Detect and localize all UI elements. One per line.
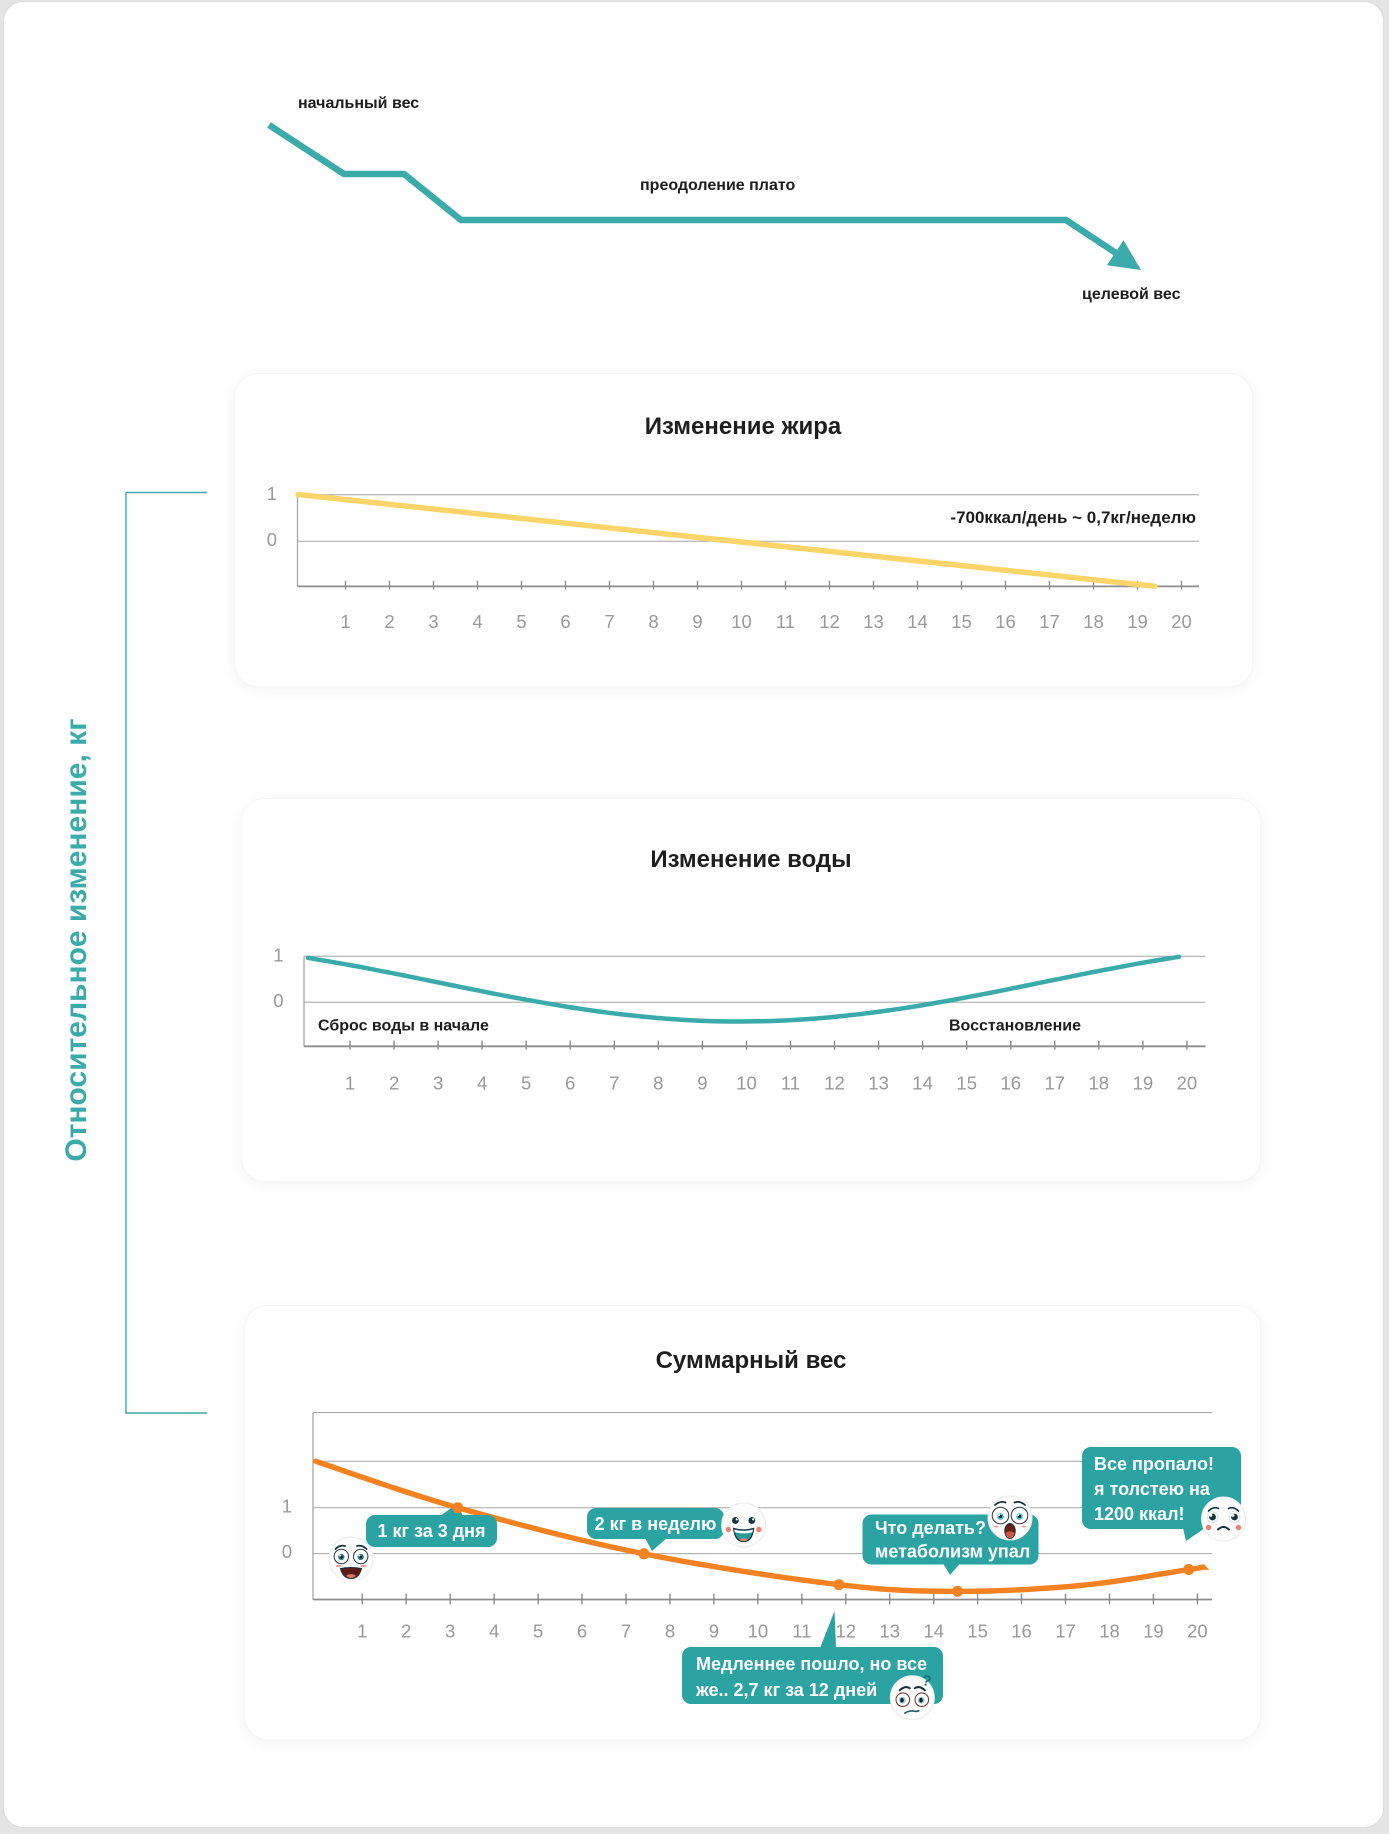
- svg-text:0: 0: [267, 529, 277, 550]
- svg-text:Что делать?: Что делать?: [875, 1518, 986, 1538]
- svg-text:16: 16: [1001, 1073, 1022, 1094]
- svg-text:8: 8: [653, 1073, 663, 1094]
- svg-text:Восстановление: Восстановление: [949, 1018, 1081, 1035]
- svg-text:19: 19: [1127, 611, 1148, 632]
- svg-text:14: 14: [923, 1621, 944, 1642]
- svg-text:13: 13: [879, 1621, 900, 1642]
- svg-text:20: 20: [1187, 1621, 1208, 1642]
- svg-text:6: 6: [577, 1621, 587, 1642]
- svg-text:10: 10: [748, 1621, 769, 1642]
- svg-text:6: 6: [565, 1073, 575, 1094]
- svg-text:Изменение жира: Изменение жира: [645, 413, 842, 440]
- svg-text:Все пропало!: Все пропало!: [1094, 1454, 1214, 1474]
- svg-text:11: 11: [792, 1621, 811, 1642]
- svg-text:18: 18: [1089, 1073, 1110, 1094]
- svg-text:4: 4: [489, 1621, 499, 1642]
- svg-text:17: 17: [1045, 1073, 1066, 1094]
- svg-text:7: 7: [604, 611, 614, 632]
- svg-text:5: 5: [533, 1621, 543, 1642]
- svg-text:3: 3: [428, 611, 438, 632]
- svg-text:19: 19: [1133, 1073, 1154, 1094]
- svg-text:5: 5: [521, 1073, 531, 1094]
- svg-text:целевой вес: целевой вес: [1082, 286, 1181, 303]
- svg-text:15: 15: [956, 1073, 977, 1094]
- svg-text:7: 7: [609, 1073, 619, 1094]
- svg-text:1: 1: [340, 611, 350, 632]
- svg-text:10: 10: [736, 1073, 757, 1094]
- svg-text:1: 1: [357, 1621, 367, 1642]
- svg-text:1 кг за 3 дня: 1 кг за 3 дня: [377, 1521, 485, 1541]
- svg-text:2: 2: [389, 1073, 399, 1094]
- svg-text:9: 9: [697, 1073, 707, 1094]
- svg-text:8: 8: [648, 611, 658, 632]
- svg-text:1: 1: [282, 1496, 292, 1517]
- svg-text:Изменение воды: Изменение воды: [650, 846, 851, 873]
- svg-text:17: 17: [1055, 1621, 1076, 1642]
- svg-text:метаболизм упал: метаболизм упал: [875, 1542, 1030, 1562]
- svg-text:Суммарный вес: Суммарный вес: [656, 1347, 847, 1374]
- svg-text:3: 3: [433, 1073, 443, 1094]
- svg-text:2 кг в неделю: 2 кг в неделю: [595, 1514, 717, 1534]
- svg-text:1: 1: [345, 1073, 355, 1094]
- svg-text:11: 11: [781, 1073, 800, 1094]
- svg-text:16: 16: [995, 611, 1016, 632]
- svg-text:начальный вес: начальный вес: [298, 95, 419, 112]
- svg-text:14: 14: [907, 611, 928, 632]
- svg-text:преодоление плато: преодоление плато: [640, 177, 795, 194]
- svg-text:2: 2: [384, 611, 394, 632]
- svg-text:же.. 2,7 кг за 12 дней: же.. 2,7 кг за 12 дней: [695, 1680, 877, 1700]
- svg-text:20: 20: [1171, 611, 1192, 632]
- svg-text:1200 ккал!: 1200 ккал!: [1094, 1504, 1185, 1524]
- svg-text:14: 14: [912, 1073, 933, 1094]
- svg-text:19: 19: [1143, 1621, 1164, 1642]
- svg-text:Медленнее пошло, но все: Медленнее пошло, но все: [696, 1654, 927, 1674]
- svg-text:11: 11: [776, 611, 795, 632]
- svg-text:-700ккал/день ~ 0,7кг/неделю: -700ккал/день ~ 0,7кг/неделю: [950, 508, 1196, 527]
- svg-text:15: 15: [951, 611, 972, 632]
- svg-text:17: 17: [1039, 611, 1060, 632]
- svg-text:3: 3: [445, 1621, 455, 1642]
- svg-text:13: 13: [868, 1073, 889, 1094]
- svg-text:20: 20: [1177, 1073, 1198, 1094]
- svg-text:2: 2: [401, 1621, 411, 1642]
- svg-text:я толстею на: я толстею на: [1093, 1479, 1211, 1499]
- svg-text:12: 12: [824, 1073, 845, 1094]
- svg-text:4: 4: [477, 1073, 487, 1094]
- svg-text:9: 9: [709, 1621, 719, 1642]
- svg-text:0: 0: [273, 990, 283, 1011]
- svg-text:Относительное изменение, кг: Относительное изменение, кг: [60, 718, 93, 1161]
- svg-text:8: 8: [665, 1621, 675, 1642]
- svg-text:6: 6: [560, 611, 570, 632]
- svg-text:4: 4: [472, 611, 482, 632]
- svg-text:13: 13: [863, 611, 884, 632]
- svg-text:12: 12: [819, 611, 840, 632]
- svg-text:18: 18: [1099, 1621, 1120, 1642]
- svg-text:12: 12: [836, 1621, 857, 1642]
- svg-text:18: 18: [1083, 611, 1104, 632]
- svg-text:?: ?: [921, 1672, 933, 1690]
- svg-text:9: 9: [692, 611, 702, 632]
- svg-text:0: 0: [282, 1541, 292, 1562]
- svg-text:10: 10: [731, 611, 752, 632]
- svg-text:1: 1: [267, 483, 277, 504]
- svg-text:15: 15: [967, 1621, 988, 1642]
- svg-text:5: 5: [516, 611, 526, 632]
- svg-text:16: 16: [1011, 1621, 1032, 1642]
- svg-text:Сброс воды в начале: Сброс воды в начале: [318, 1018, 489, 1035]
- svg-text:1: 1: [273, 945, 283, 966]
- svg-text:7: 7: [621, 1621, 631, 1642]
